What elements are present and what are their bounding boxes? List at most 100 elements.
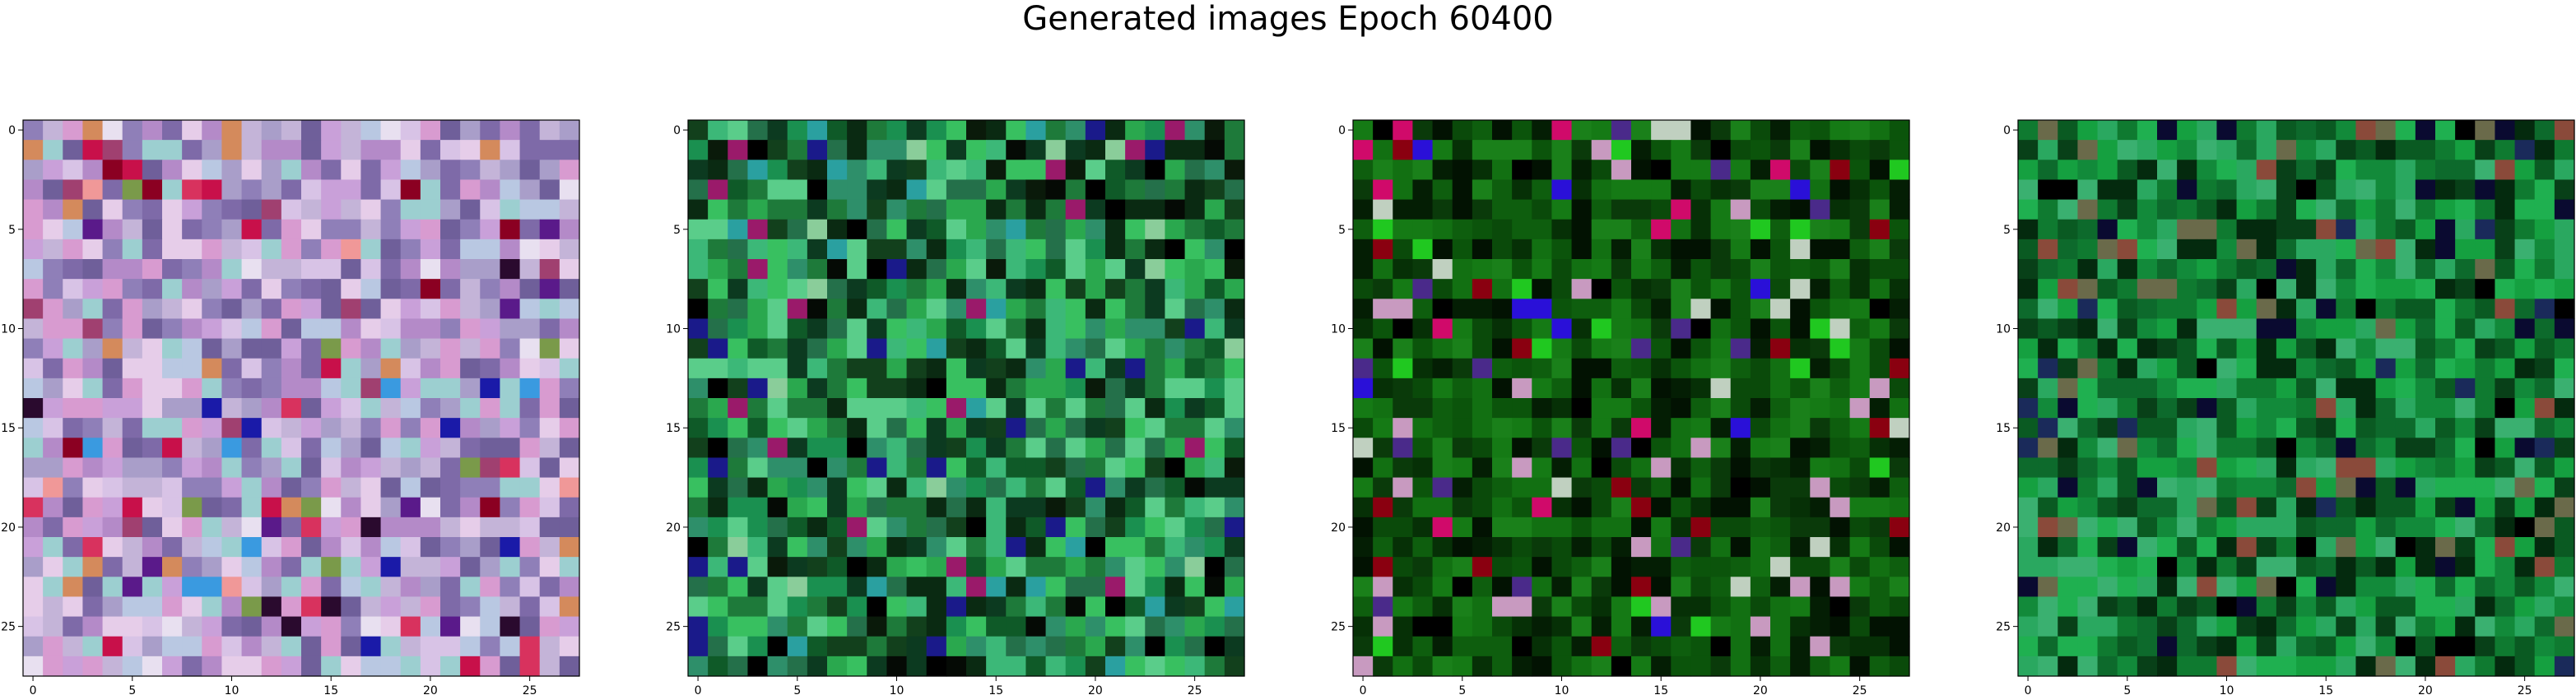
heatmap-cell — [787, 438, 808, 459]
heatmap-cell — [122, 398, 143, 419]
heatmap-cell — [221, 179, 243, 201]
heatmap-cell — [2495, 616, 2516, 637]
heatmap-cell — [1105, 338, 1126, 359]
heatmap-cell — [2097, 398, 2118, 419]
heatmap-cell — [341, 398, 362, 419]
heatmap-cell — [767, 299, 788, 320]
heatmap-cell — [1671, 378, 1692, 399]
heatmap-cell — [1184, 160, 1206, 181]
heatmap-cell — [2177, 596, 2197, 618]
heatmap-cell — [301, 497, 322, 518]
heatmap-cell — [2058, 596, 2079, 618]
heatmap-cell — [261, 179, 282, 201]
heatmap-cell — [2455, 418, 2476, 438]
heatmap-cell — [1065, 378, 1086, 399]
heatmap-cell — [2415, 497, 2436, 518]
heatmap-cell — [847, 457, 867, 479]
heatmap-cell — [1105, 517, 1126, 538]
heatmap-cell — [519, 338, 541, 359]
heatmap-cell — [1025, 537, 1047, 558]
heatmap-cell — [1710, 616, 1732, 637]
heatmap-cell — [807, 358, 828, 379]
heatmap-cell — [1631, 656, 1652, 677]
heatmap-cell — [1869, 338, 1890, 359]
heatmap-cell — [1710, 378, 1732, 399]
heatmap-cell — [1730, 179, 1751, 201]
heatmap-cell — [1710, 140, 1732, 160]
heatmap-cell — [926, 656, 947, 677]
heatmap-cell — [1472, 398, 1493, 419]
heatmap-cell — [1690, 418, 1712, 438]
heatmap-cell — [241, 656, 263, 677]
heatmap-cell — [360, 457, 382, 479]
heatmap-cell — [1204, 199, 1225, 220]
heatmap-cell — [1512, 160, 1532, 181]
heatmap-cell — [1810, 596, 1831, 618]
heatmap-cell — [708, 239, 728, 260]
heatmap-cell — [2296, 497, 2317, 518]
heatmap-cell — [23, 636, 44, 657]
heatmap-cell — [2495, 358, 2516, 379]
heatmap-cell — [460, 318, 481, 340]
heatmap-cell — [2276, 537, 2297, 558]
heatmap-cell — [2256, 358, 2277, 379]
heatmap-cell — [102, 318, 123, 340]
heatmap-cell — [847, 557, 867, 577]
heatmap-cell — [1432, 497, 1453, 518]
heatmap-cell — [261, 140, 282, 160]
heatmap-cell — [1006, 199, 1027, 220]
heatmap-cell — [2216, 338, 2238, 359]
heatmap-cell — [182, 358, 202, 379]
heatmap-cell — [1065, 259, 1086, 280]
heatmap-cell — [2336, 418, 2357, 438]
heatmap-cell — [559, 656, 580, 677]
heatmap-cell — [63, 239, 84, 260]
heatmap-cell — [1224, 497, 1245, 518]
heatmap-cell — [2435, 299, 2456, 320]
heatmap-cell — [281, 537, 302, 558]
heatmap-cell — [241, 477, 263, 498]
heatmap-cell — [1730, 557, 1751, 577]
heatmap-cell — [1472, 378, 1493, 399]
heatmap-cell — [2077, 239, 2099, 260]
heatmap-cell — [1085, 338, 1106, 359]
heatmap-cell — [2475, 596, 2496, 618]
heatmap-cell — [1492, 179, 1513, 201]
heatmap-cell — [480, 517, 501, 538]
heatmap-cell — [1571, 179, 1593, 201]
heatmap-cell — [827, 160, 848, 181]
heatmap-cell — [966, 517, 987, 538]
heatmap-cell — [2375, 179, 2397, 201]
heatmap-cell — [102, 338, 123, 359]
heatmap-cell — [926, 199, 947, 220]
heatmap-cell — [728, 497, 749, 518]
heatmap-cell — [2018, 199, 2039, 220]
heatmap-cell — [2236, 199, 2257, 220]
heatmap-cell — [767, 577, 788, 598]
heatmap-cell — [1165, 557, 1186, 577]
heatmap-cell — [1830, 596, 1851, 618]
heatmap-cell — [2554, 438, 2575, 459]
heatmap-cell — [1571, 199, 1593, 220]
heatmap-cell — [559, 378, 580, 399]
heatmap-cell — [2435, 378, 2456, 399]
heatmap-cell — [63, 577, 84, 598]
heatmap-cell — [747, 398, 769, 419]
heatmap-cell — [2336, 160, 2357, 181]
heatmap-cell — [1145, 299, 1166, 320]
heatmap-cell — [1492, 299, 1513, 320]
heatmap-cell — [1710, 239, 1732, 260]
heatmap-cell — [827, 338, 848, 359]
heatmap-cell — [63, 596, 84, 618]
heatmap-cell — [2316, 577, 2337, 598]
heatmap-cell — [202, 199, 223, 220]
heatmap-cell — [1849, 537, 1871, 558]
heatmap-cell — [1492, 438, 1513, 459]
heatmap-cell — [2355, 537, 2377, 558]
heatmap-cell — [1849, 517, 1871, 538]
heatmap-cell — [1651, 537, 1672, 558]
heatmap-cell — [440, 438, 461, 459]
heatmap-cell — [807, 279, 828, 299]
heatmap-cell — [1006, 656, 1027, 677]
heatmap-cell — [2276, 160, 2297, 181]
